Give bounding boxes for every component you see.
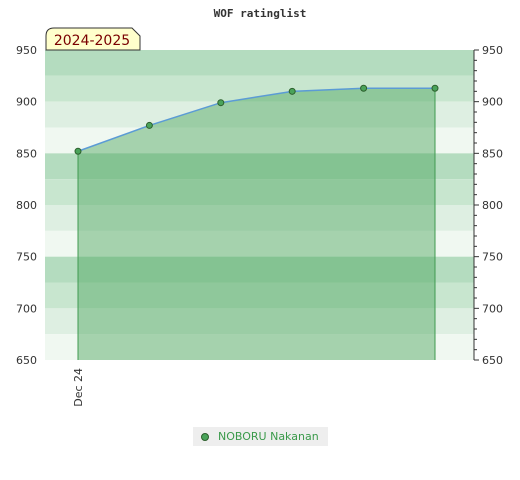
legend: NOBORU Nakanan bbox=[193, 427, 328, 446]
y-tick-label-left: 650 bbox=[16, 354, 37, 367]
y-tick-label-right: 750 bbox=[482, 251, 503, 264]
season-badge: 2024-2025 bbox=[45, 27, 141, 51]
y-tick-label-left: 900 bbox=[16, 96, 37, 109]
season-label: 2024-2025 bbox=[54, 33, 130, 49]
x-tick-label: Dec 24 bbox=[72, 368, 85, 407]
background-bands bbox=[45, 50, 474, 360]
legend-marker bbox=[201, 432, 209, 441]
band bbox=[45, 179, 474, 205]
x-axis: Dec 24 bbox=[72, 368, 85, 407]
data-point bbox=[74, 147, 82, 155]
band bbox=[45, 127, 474, 154]
y-tick-label-left: 700 bbox=[16, 302, 37, 315]
y-tick-label-left: 850 bbox=[16, 147, 37, 160]
season-badge-box bbox=[45, 27, 141, 51]
series-line bbox=[77, 87, 435, 152]
band bbox=[45, 308, 474, 335]
y-tick-label-left: 750 bbox=[16, 251, 37, 264]
y-tick-label-right: 800 bbox=[482, 199, 503, 212]
data-point bbox=[288, 87, 296, 95]
band bbox=[45, 101, 474, 128]
chart-title: WOF ratinglist bbox=[214, 7, 307, 20]
points-layer bbox=[74, 84, 439, 155]
band bbox=[45, 205, 474, 231]
band bbox=[45, 282, 474, 309]
y-tick-label-right: 650 bbox=[482, 354, 503, 367]
band bbox=[45, 256, 474, 283]
y-tick-label-left: 800 bbox=[16, 199, 37, 212]
y-axis-left: 650 700 750 800 850 900 950 bbox=[16, 44, 37, 367]
legend-series-name: NOBORU Nakanan bbox=[218, 430, 319, 443]
y-tick-label-right: 950 bbox=[482, 44, 503, 57]
data-point bbox=[217, 99, 225, 107]
y-axis-right: 650 700 750 800 850 900 950 bbox=[473, 44, 503, 367]
data-point bbox=[360, 84, 368, 92]
band bbox=[45, 230, 474, 257]
band bbox=[45, 153, 474, 180]
data-point bbox=[431, 84, 439, 92]
band bbox=[45, 334, 474, 360]
data-point bbox=[145, 121, 153, 129]
y-tick-label-left: 950 bbox=[16, 44, 37, 57]
area-layer bbox=[77, 87, 436, 360]
y-tick-label-right: 850 bbox=[482, 147, 503, 160]
band bbox=[45, 50, 474, 76]
y-tick-label-right: 900 bbox=[482, 96, 503, 109]
series-area bbox=[78, 88, 435, 360]
y-tick-label-right: 700 bbox=[482, 302, 503, 315]
